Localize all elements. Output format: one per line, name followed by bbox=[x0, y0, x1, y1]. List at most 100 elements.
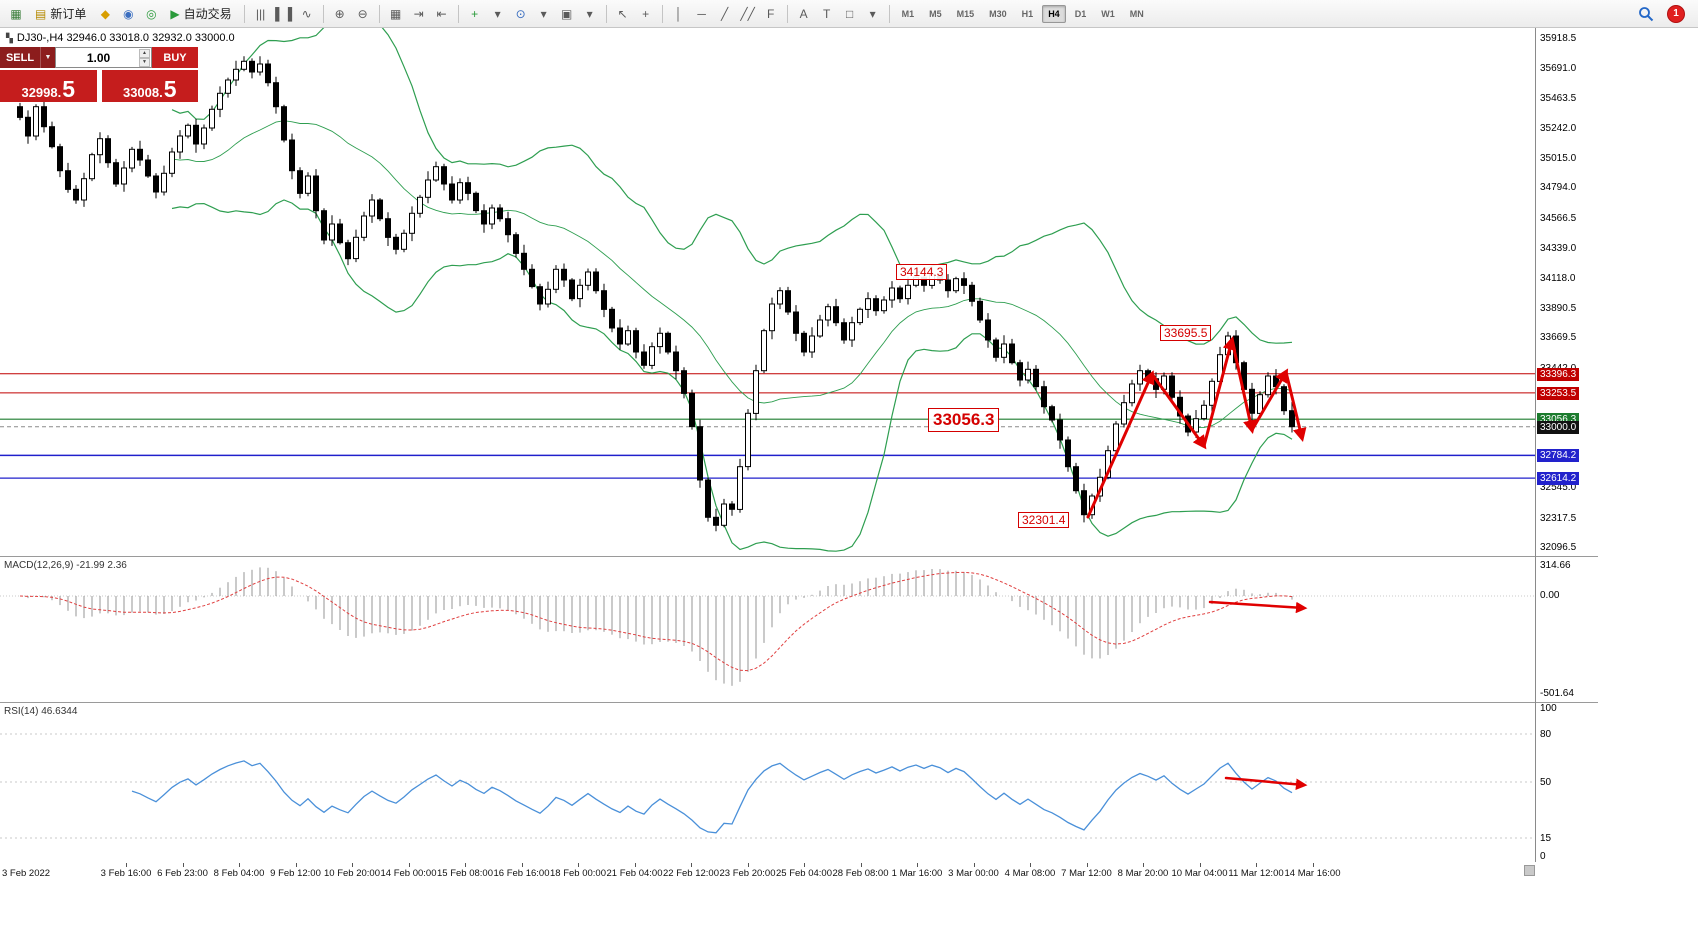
tf-h4[interactable]: H4 bbox=[1042, 4, 1066, 23]
tile-windows-icon[interactable]: ▦ bbox=[389, 6, 402, 21]
buy-price-button[interactable]: 33008. 5 bbox=[101, 70, 198, 103]
price-axis-label: 33890.5 bbox=[1540, 302, 1577, 314]
time-tick bbox=[973, 863, 975, 867]
time-label: 7 Mar 12:00 bbox=[1061, 868, 1112, 879]
auto-scroll-icon[interactable]: ⇥ bbox=[413, 6, 424, 21]
new-order-button-label: 新订单 bbox=[50, 7, 87, 21]
time-tick bbox=[1199, 863, 1201, 867]
periodicity-icon[interactable]: ⊙ bbox=[515, 6, 526, 21]
time-label: 28 Feb 08:00 bbox=[832, 868, 889, 879]
price-axis-label: 34794.0 bbox=[1540, 182, 1577, 194]
macd-axis-label: 314.66 bbox=[1540, 560, 1571, 571]
time-tick bbox=[352, 863, 353, 867]
sell-button[interactable]: SELL bbox=[0, 47, 40, 68]
time-tick bbox=[1086, 863, 1088, 867]
tf-m30[interactable]: M30 bbox=[989, 8, 1007, 19]
shapes-icon[interactable]: □ bbox=[845, 6, 854, 21]
tf-w1[interactable]: W1 bbox=[1101, 8, 1115, 19]
channel-icon[interactable]: ╱╱ bbox=[740, 6, 755, 21]
time-tick bbox=[295, 863, 297, 867]
time-label: 14 Mar 16:00 bbox=[1284, 868, 1341, 879]
text-icon[interactable]: A bbox=[799, 6, 808, 21]
notification-badge[interactable]: 1 bbox=[1667, 4, 1685, 23]
price-axis-label: 34566.5 bbox=[1540, 212, 1577, 224]
buy-button[interactable]: BUY bbox=[152, 47, 198, 68]
time-label: 18 Feb 00:00 bbox=[550, 868, 606, 879]
time-tick bbox=[1256, 863, 1257, 867]
trend-arrows bbox=[1086, 335, 1307, 519]
rsi-axis-label: 15 bbox=[1540, 833, 1552, 844]
time-tick bbox=[182, 863, 184, 867]
zoom-in-icon[interactable]: ⊕ bbox=[334, 6, 345, 21]
crosshair-icon[interactable]: + bbox=[642, 6, 650, 21]
macd-signal-line bbox=[19, 571, 1293, 672]
tf-m15[interactable]: M15 bbox=[956, 8, 975, 19]
main-chart[interactable] bbox=[0, 28, 1535, 556]
community-icon[interactable]: ◎ bbox=[146, 6, 157, 21]
autotrade-button-label: 自动交易 bbox=[183, 7, 232, 21]
chart-shift-icon[interactable]: ⇤ bbox=[436, 6, 447, 21]
pane-resize-grip[interactable] bbox=[1524, 865, 1535, 876]
price-axis-label: 34339.0 bbox=[1540, 243, 1577, 255]
tf-h1[interactable]: H1 bbox=[1021, 8, 1034, 19]
price-axis[interactable]: 35918.5 35691.0 35463.5 35242.0 35015.0 34794… bbox=[1536, 28, 1606, 880]
chart-window[interactable]: ▚ DJ30-,H4 32946.0 33018.0 32932.0 33000… bbox=[0, 28, 1698, 949]
autotrade-button[interactable]: ▶ 自动交易 bbox=[163, 3, 238, 24]
tf-m1[interactable]: M1 bbox=[901, 8, 915, 19]
market-watch-icon[interactable]: ◆ bbox=[100, 6, 110, 21]
search-icon[interactable] bbox=[1635, 4, 1657, 24]
horizontal-lines bbox=[0, 373, 1535, 479]
time-label: 3 Feb 2022 bbox=[2, 868, 51, 879]
macd-panel[interactable] bbox=[0, 556, 1535, 702]
toolbar-separator bbox=[605, 4, 607, 23]
bar-chart-icon[interactable]: ||| bbox=[255, 6, 266, 21]
zoom-out-icon[interactable]: ⊖ bbox=[357, 6, 368, 21]
dropdown-caret[interactable]: ▾ bbox=[494, 6, 501, 21]
sell-price-button[interactable]: 32998. 5 bbox=[0, 70, 97, 102]
time-label: 3 Feb 16:00 bbox=[100, 868, 152, 879]
trendline-icon[interactable]: ╱ bbox=[720, 6, 729, 21]
dropdown-caret[interactable]: ▾ bbox=[869, 6, 876, 21]
vertical-line-icon[interactable]: │ bbox=[674, 6, 683, 21]
time-tick bbox=[1030, 863, 1031, 867]
line-chart-icon[interactable]: ∿ bbox=[301, 6, 312, 21]
sell-price-big: 5 bbox=[62, 76, 76, 103]
time-tick bbox=[465, 863, 466, 867]
time-tick bbox=[408, 863, 410, 867]
tf-d1[interactable]: D1 bbox=[1074, 8, 1087, 19]
label-icon[interactable]: T bbox=[822, 6, 831, 21]
dropdown-caret[interactable]: ▾ bbox=[540, 6, 547, 21]
indicators-icon[interactable]: + bbox=[471, 6, 479, 21]
rsi-panel[interactable] bbox=[0, 702, 1535, 862]
tf-m5[interactable]: M5 bbox=[929, 8, 942, 19]
profile-icon[interactable]: ◉ bbox=[123, 6, 134, 21]
horizontal-line-icon[interactable]: ─ bbox=[697, 6, 706, 21]
volume-input[interactable] bbox=[56, 48, 151, 67]
candlestick-chart-icon[interactable]: ▌▐ bbox=[275, 6, 293, 21]
tf-mn[interactable]: MN bbox=[1129, 8, 1144, 19]
dropdown-caret[interactable]: ▾ bbox=[586, 6, 593, 21]
volume-up-icon[interactable]: ▲ bbox=[139, 48, 150, 58]
cursor-icon[interactable]: ↖ bbox=[617, 6, 628, 21]
volume-down-icon[interactable]: ▼ bbox=[139, 57, 150, 67]
pane-separator[interactable] bbox=[0, 702, 1598, 703]
snapshot-icon[interactable]: ▣ bbox=[560, 6, 573, 21]
new-chart-icon[interactable]: ▦ bbox=[10, 6, 22, 21]
rsi-axis-label: 0 bbox=[1540, 851, 1546, 862]
toolbar-right-group: 1 bbox=[1635, 4, 1693, 24]
candles bbox=[17, 56, 1295, 532]
time-tick bbox=[634, 863, 636, 867]
pane-separator[interactable] bbox=[0, 556, 1598, 557]
macd-axis-label: 0.00 bbox=[1540, 590, 1560, 602]
time-axis[interactable]: 3 Feb 2022 3 Feb 16:00 6 Feb 23:00 8 Feb 04… bbox=[0, 862, 1598, 880]
sell-dropdown-caret-icon[interactable]: ▼ bbox=[40, 47, 55, 68]
price-axis-label: 32096.5 bbox=[1540, 542, 1577, 554]
buy-price-big: 5 bbox=[163, 76, 177, 103]
time-label: 25 Feb 04:00 bbox=[776, 868, 832, 879]
new-order-button[interactable]: ▤ 新订单 bbox=[28, 3, 93, 24]
toolbar-separator bbox=[243, 4, 245, 23]
toolbar-separator bbox=[378, 4, 380, 23]
price-axis-label: 34118.0 bbox=[1540, 272, 1576, 284]
fibonacci-icon[interactable]: F bbox=[766, 6, 775, 21]
volume-spinner: ▲ ▼ bbox=[139, 48, 150, 67]
